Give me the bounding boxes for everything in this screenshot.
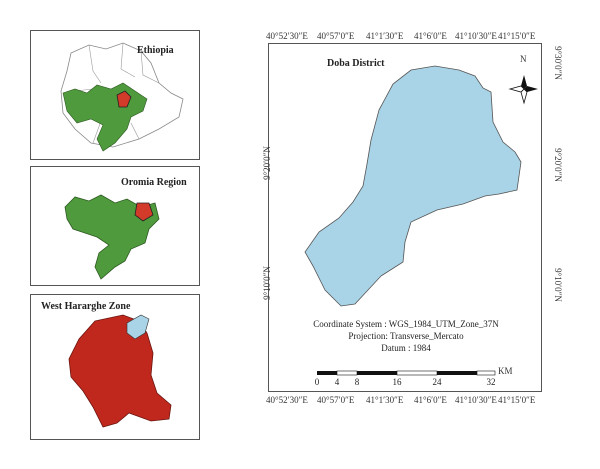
scale-bar (317, 370, 496, 376)
top-coord: 41°6′0″E (414, 31, 447, 41)
doba-district-map-frame: Doba District N Coordinate System : WGS_… (268, 43, 542, 392)
bottom-coord: 41°6′0″E (414, 395, 447, 405)
right-coord: 9°30′0″N (553, 46, 563, 80)
doba-district-shape (304, 65, 522, 307)
scale-tick: 24 (432, 377, 442, 387)
ethiopia-region-borders (74, 42, 160, 144)
top-coord: 41°15′0″E (498, 31, 536, 41)
scale-tick: 16 (392, 377, 402, 387)
doba-district-map (304, 65, 538, 376)
west-hararghe-highlight (116, 90, 132, 108)
oromia-inset: Oromia Region (30, 166, 200, 286)
oromia-shape (64, 194, 160, 280)
top-coord: 41°10′30″E (455, 31, 497, 41)
ethiopia-inset: Ethiopia (30, 30, 200, 160)
ethiopia-inset-title: Ethiopia (137, 45, 174, 56)
ethiopia-map (60, 42, 184, 152)
bottom-coord: 41°1′30″E (366, 395, 404, 405)
bottom-coord: 41°10′30″E (455, 395, 497, 405)
bottom-coord: 40°52′30″E (266, 395, 308, 405)
projection-text: Projection: Transverse_Mercato (348, 331, 464, 341)
top-coord: 40°52′30″E (266, 31, 308, 41)
coordinate-system-text: Coordinate System : WGS_1984_UTM_Zone_37… (313, 319, 499, 329)
west-hararghe-zone-shape (68, 314, 172, 428)
oromia-map (64, 194, 160, 280)
map-title: Doba District (327, 58, 385, 69)
left-coord: 9°10′0″N (262, 266, 272, 300)
right-coord: 9°10′0″N (553, 268, 563, 302)
datum-text: Datum : 1984 (381, 343, 431, 353)
doba-district-highlight (126, 314, 150, 340)
bottom-coord: 41°15′0″E (498, 395, 536, 405)
scale-unit: KM (498, 366, 513, 376)
west-hararghe-inset-title: West Hararghe Zone (41, 301, 131, 312)
west-hararghe-inset: West Hararghe Zone (30, 294, 200, 440)
oromia-inset-title: Oromia Region (121, 177, 187, 188)
oromia-west-hararghe-highlight (134, 202, 154, 222)
scale-tick: 8 (354, 377, 360, 387)
scale-tick: 0 (314, 377, 320, 387)
bottom-coord: 40°57′0″E (317, 395, 355, 405)
north-arrow-label: N (520, 54, 527, 64)
left-coord: 9°20′0″N (262, 146, 272, 180)
top-coord: 41°1′30″E (366, 31, 404, 41)
scale-tick: 32 (486, 377, 496, 387)
right-coord: 9°20′0″N (553, 148, 563, 182)
top-coord: 40°57′0″E (317, 31, 355, 41)
west-hararghe-map (68, 314, 172, 428)
north-arrow-icon (508, 75, 538, 105)
scale-tick: 4 (334, 377, 340, 387)
